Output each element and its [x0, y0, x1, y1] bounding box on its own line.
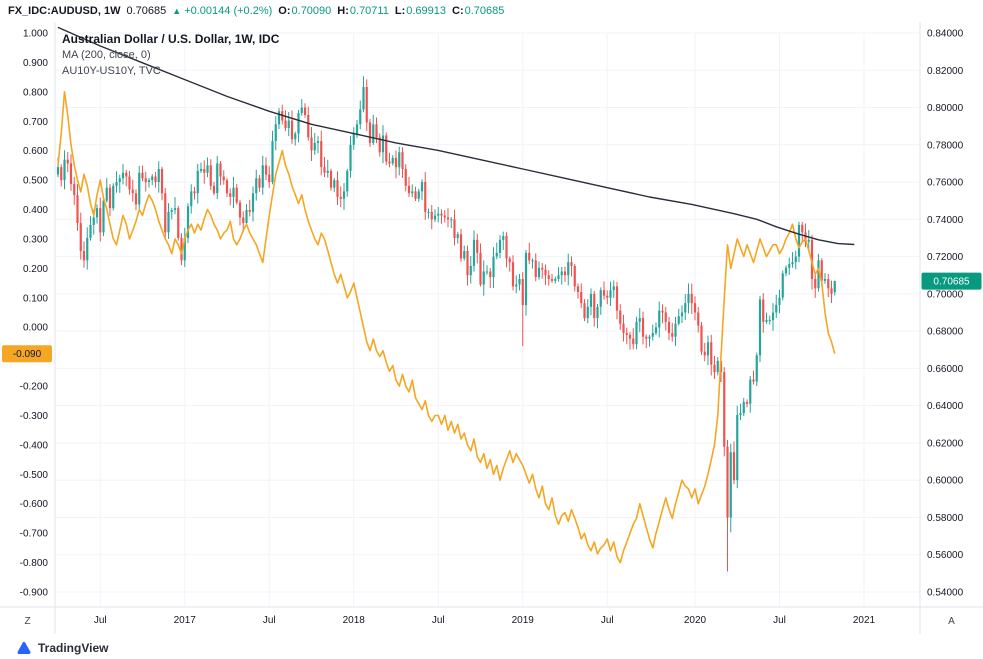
svg-text:0.56000: 0.56000	[927, 550, 964, 561]
svg-text:-0.600: -0.600	[20, 499, 49, 510]
svg-text:1.000: 1.000	[23, 29, 48, 40]
svg-text:0.82000: 0.82000	[927, 66, 964, 77]
svg-text:-0.500: -0.500	[20, 470, 49, 481]
symbol-title[interactable]: FX_IDC:AUDUSD, 1W	[8, 5, 121, 17]
svg-text:-0.900: -0.900	[20, 588, 49, 599]
svg-text:Jul: Jul	[263, 615, 276, 626]
svg-text:0.84000: 0.84000	[927, 29, 964, 40]
svg-text:0.74000: 0.74000	[927, 215, 964, 226]
price-change: ▲ +0.00144 (+0.2%)	[172, 5, 272, 17]
svg-text:0.60000: 0.60000	[927, 476, 964, 487]
svg-text:-0.400: -0.400	[20, 440, 49, 451]
svg-text:2020: 2020	[684, 615, 707, 626]
svg-text:0.200: 0.200	[23, 264, 48, 275]
svg-text:-0.300: -0.300	[20, 411, 49, 422]
tradingview-brand[interactable]: TradingView	[38, 641, 109, 655]
open-value: O: 0.70090	[278, 5, 332, 17]
svg-text:0.76000: 0.76000	[927, 178, 964, 189]
high-value: H: 0.70711	[337, 5, 389, 17]
price-chart[interactable]: 0.84000 0.82000 0.80000 0.78000 0.76000 0.740…	[0, 22, 983, 637]
svg-text:0.70000: 0.70000	[927, 289, 964, 300]
up-arrow-icon: ▲	[172, 6, 182, 16]
svg-text:0.80000: 0.80000	[927, 103, 964, 114]
tradingview-logo-icon[interactable]	[16, 641, 32, 655]
svg-text:0.900: 0.900	[23, 58, 48, 69]
svg-text:-0.200: -0.200	[20, 382, 49, 393]
svg-text:2021: 2021	[853, 615, 876, 626]
chart-area: 0.84000 0.82000 0.80000 0.78000 0.76000 0.740…	[0, 22, 983, 637]
svg-text:0.70685: 0.70685	[933, 277, 970, 288]
svg-text:0.000: 0.000	[23, 323, 48, 334]
last-price: 0.70685	[126, 5, 167, 17]
timezone-button[interactable]: Z	[24, 615, 31, 627]
svg-text:Jul: Jul	[432, 615, 445, 626]
svg-text:-0.800: -0.800	[20, 558, 49, 569]
svg-text:0.68000: 0.68000	[927, 327, 964, 338]
svg-text:0.500: 0.500	[23, 176, 48, 187]
svg-text:2017: 2017	[174, 615, 197, 626]
footer: TradingView	[0, 637, 983, 659]
auto-scale-button[interactable]: A	[948, 615, 955, 627]
svg-text:0.62000: 0.62000	[927, 438, 964, 449]
svg-text:0.800: 0.800	[23, 87, 48, 98]
change-value: +0.00144 (+0.2%)	[184, 5, 273, 17]
svg-text:0.64000: 0.64000	[927, 401, 964, 412]
svg-text:2018: 2018	[343, 615, 366, 626]
symbol-header: FX_IDC:AUDUSD, 1W 0.70685 ▲ +0.00144 (+0…	[0, 0, 983, 22]
svg-text:0.72000: 0.72000	[927, 252, 964, 263]
low-value: L: 0.69913	[394, 5, 446, 17]
svg-text:0.66000: 0.66000	[927, 364, 964, 375]
svg-text:0.54000: 0.54000	[927, 588, 964, 599]
svg-text:Jul: Jul	[773, 615, 786, 626]
svg-text:0.100: 0.100	[23, 293, 48, 304]
svg-text:Jul: Jul	[94, 615, 107, 626]
svg-text:-0.700: -0.700	[20, 529, 49, 540]
svg-text:0.58000: 0.58000	[927, 513, 964, 524]
close-value: C: 0.70685	[452, 5, 505, 17]
svg-text:-0.090: -0.090	[13, 349, 42, 360]
svg-text:0.78000: 0.78000	[927, 140, 964, 151]
svg-text:0.400: 0.400	[23, 205, 48, 216]
svg-text:0.600: 0.600	[23, 146, 48, 157]
svg-text:0.700: 0.700	[23, 117, 48, 128]
svg-text:0.300: 0.300	[23, 234, 48, 245]
svg-text:Jul: Jul	[601, 615, 614, 626]
svg-text:2019: 2019	[512, 615, 535, 626]
